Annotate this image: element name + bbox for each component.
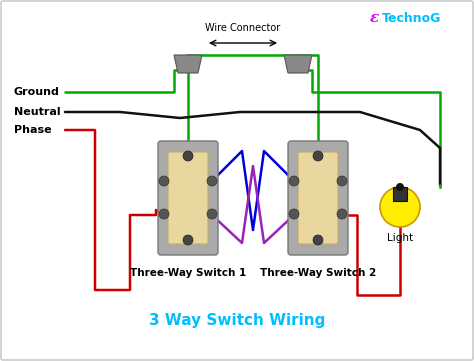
- Circle shape: [380, 187, 420, 227]
- Circle shape: [313, 235, 323, 245]
- Circle shape: [159, 176, 169, 186]
- Text: Three-Way Switch 2: Three-Way Switch 2: [260, 268, 376, 278]
- FancyBboxPatch shape: [393, 187, 407, 201]
- Circle shape: [289, 176, 299, 186]
- Circle shape: [207, 209, 217, 219]
- Text: TechnoG: TechnoG: [382, 12, 441, 25]
- Text: 3 Way Switch Wiring: 3 Way Switch Wiring: [149, 313, 325, 327]
- FancyBboxPatch shape: [298, 152, 338, 244]
- Circle shape: [183, 235, 193, 245]
- Text: Ground: Ground: [14, 87, 60, 97]
- Text: Neutral: Neutral: [14, 107, 61, 117]
- Text: ε: ε: [370, 11, 379, 25]
- FancyBboxPatch shape: [158, 141, 218, 255]
- Polygon shape: [284, 55, 312, 73]
- Text: Three-Way Switch 1: Three-Way Switch 1: [130, 268, 246, 278]
- Circle shape: [183, 151, 193, 161]
- Circle shape: [207, 176, 217, 186]
- Circle shape: [159, 209, 169, 219]
- Circle shape: [289, 209, 299, 219]
- Text: Wire Connector: Wire Connector: [205, 23, 281, 33]
- Circle shape: [313, 151, 323, 161]
- Polygon shape: [174, 55, 202, 73]
- Circle shape: [396, 183, 404, 191]
- Circle shape: [337, 209, 347, 219]
- Text: Phase: Phase: [14, 125, 52, 135]
- FancyBboxPatch shape: [168, 152, 208, 244]
- Circle shape: [337, 176, 347, 186]
- FancyBboxPatch shape: [288, 141, 348, 255]
- Text: Light: Light: [387, 233, 413, 243]
